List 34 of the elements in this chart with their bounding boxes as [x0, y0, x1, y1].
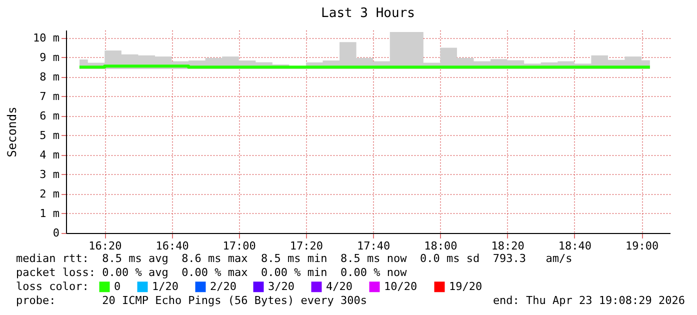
y-tick-label: 2 m	[40, 187, 60, 200]
legend-title: loss color:	[16, 280, 89, 293]
y-tick-label: 5 m	[40, 128, 60, 142]
y-tick-label: 6 m	[40, 109, 60, 122]
legend-label: 19/20	[449, 280, 482, 293]
x-tick-label: 17:40	[357, 240, 390, 252]
y-tick-label: 3 m	[40, 168, 60, 181]
legend-label: 2/20	[210, 280, 236, 293]
x-tick-label: 16:20	[88, 240, 122, 252]
y-tick-label: 1 m	[40, 206, 60, 220]
y-tick-label: 8 m	[40, 70, 60, 84]
y-tick-label: 0	[52, 226, 60, 240]
y-tick-label: 10 m	[33, 31, 60, 44]
y-tick-label: 9 m	[40, 50, 60, 64]
x-tick-label: 18:00	[424, 240, 458, 252]
text: packet loss: 0.00 % avg 0.00 % max 0.00 % min 0.00 % now	[16, 266, 407, 279]
legend-label: 0	[114, 280, 121, 293]
y-tick-label: 7 m	[40, 90, 60, 103]
x-tick-label: 19:00	[625, 240, 659, 252]
x-tick-label: 17:20	[290, 240, 324, 252]
text: median rtt: 8.5 ms avg 8.6 ms max 8.5 ms min 8.5 ms now 0.0 ms sd 793.3 am/s	[16, 252, 572, 265]
text: end: Thu Apr 23 19:08:29 2026	[492, 294, 685, 307]
x-tick-label: 18:20	[491, 240, 524, 252]
x-tick-label: 16:40	[156, 240, 189, 252]
text: probe: 20 ICMP Echo Pings (56 Bytes) every 300s	[16, 294, 367, 307]
y-tick-label: 4 m	[40, 148, 60, 162]
legend-label: 1/20	[152, 280, 178, 293]
legend-label: 3/20	[268, 280, 294, 293]
legend-label: 10/20	[384, 280, 418, 293]
x-tick-label: 18:40	[558, 240, 592, 252]
x-tick-label: 17:00	[222, 240, 256, 252]
legend-label: 4/20	[326, 280, 352, 293]
chart-title: Last 3 Hours	[321, 6, 415, 21]
y-axis-title: Seconds	[5, 106, 20, 158]
